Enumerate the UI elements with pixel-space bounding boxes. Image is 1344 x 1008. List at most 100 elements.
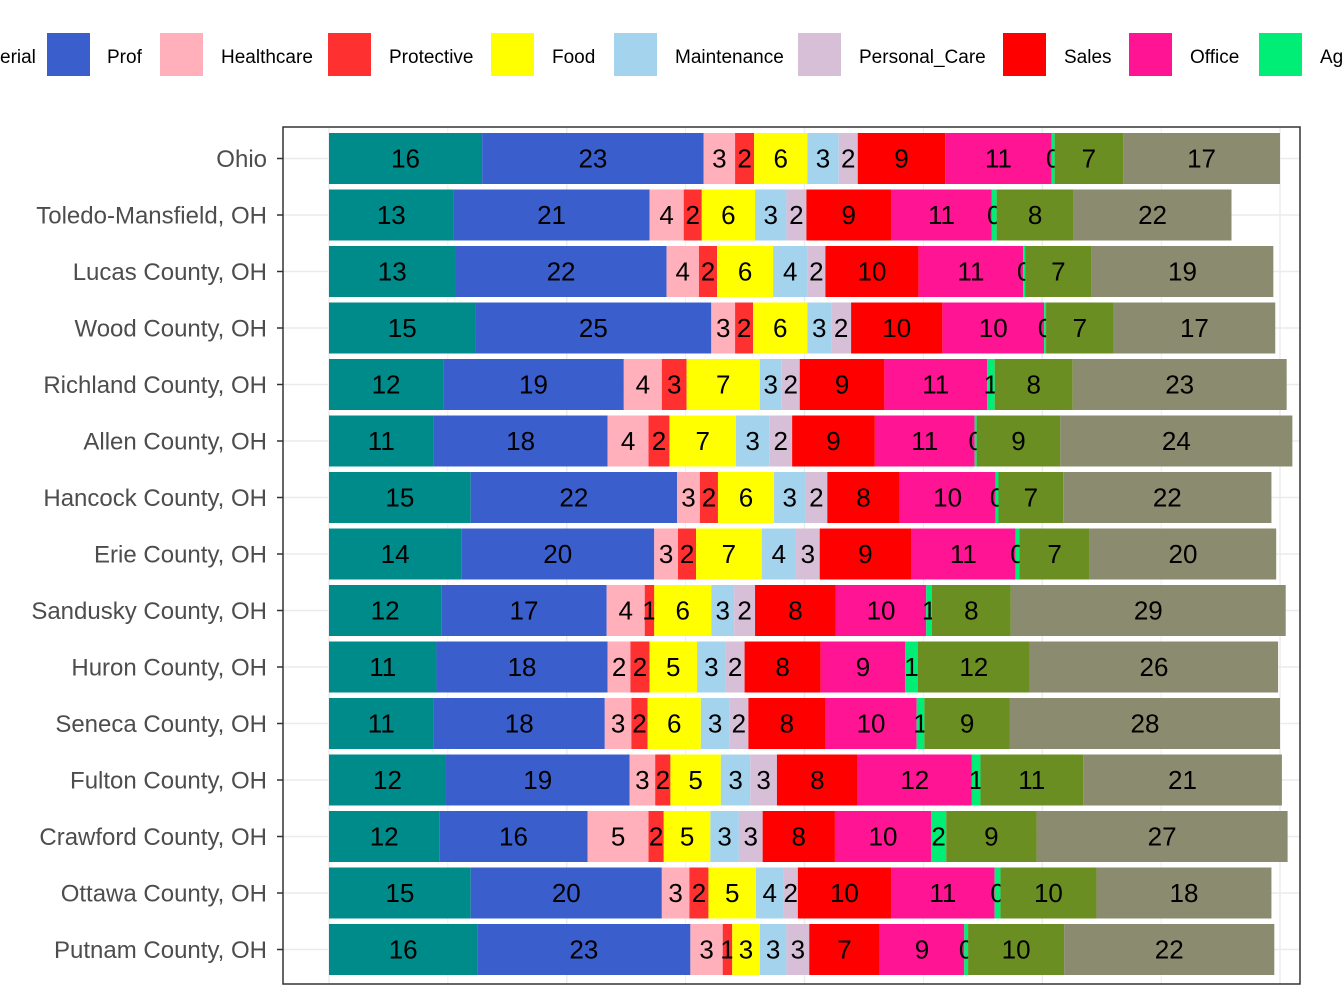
bar-segment <box>994 867 1001 919</box>
bar-value-label: 3 <box>728 765 742 795</box>
bar-value-label: 12 <box>370 822 399 852</box>
bar-value-label: 4 <box>783 257 797 287</box>
bar-segment <box>606 585 645 636</box>
bar-segment <box>974 415 977 467</box>
bar-segment <box>654 528 679 580</box>
bar-value-label: 9 <box>960 709 974 739</box>
bar-segment <box>1036 811 1288 862</box>
bar-segment <box>807 302 832 354</box>
legend-item: Prof <box>47 33 143 76</box>
bar-segment <box>445 754 630 806</box>
bar-value-label: 3 <box>716 313 730 343</box>
y-tick-label: Ohio <box>216 146 267 173</box>
bar-value-label: 2 <box>737 313 751 343</box>
bar-value-label: 15 <box>385 483 414 513</box>
bar-segment <box>964 924 969 975</box>
bar-value-label: 23 <box>1165 370 1194 400</box>
bar-value-label: 28 <box>1130 709 1159 739</box>
bar-segment <box>433 698 605 749</box>
bar-segment <box>329 811 440 862</box>
bar-segment <box>720 754 751 806</box>
bar-value-label: 15 <box>388 313 417 343</box>
bar-segment <box>1091 246 1274 297</box>
bar-segment <box>703 133 736 184</box>
bar-segment <box>825 246 919 297</box>
bar-value-label: 18 <box>506 426 535 456</box>
bar-segment <box>945 133 1052 184</box>
bar-value-label: 10 <box>857 709 886 739</box>
bar-segment <box>1010 585 1286 636</box>
bar-value-label: 21 <box>537 200 566 230</box>
bar-value-label: 13 <box>378 257 407 287</box>
bar-value-label: 9 <box>826 426 840 456</box>
bar-value-label: 10 <box>830 878 859 908</box>
legend-key <box>1003 33 1046 76</box>
bar-segment <box>748 698 826 749</box>
bar-value-label: 12 <box>959 652 988 682</box>
bar-segment <box>433 415 608 467</box>
legend-label: Office <box>1190 47 1239 68</box>
bar-segment <box>329 246 456 297</box>
bar-segment <box>729 698 749 749</box>
bar-value-label: 3 <box>667 370 681 400</box>
bar-value-label: 6 <box>676 596 690 626</box>
bar-segment <box>995 472 999 523</box>
legend-key <box>1129 33 1172 76</box>
bar-value-label: 11 <box>950 539 977 569</box>
y-tick-label: Erie County, OH <box>94 542 267 569</box>
bar-segment <box>838 133 858 184</box>
bar-segment <box>1019 528 1090 580</box>
bar-segment <box>482 133 704 184</box>
bar-value-label: 22 <box>1153 483 1182 513</box>
bar-value-label: 6 <box>738 257 752 287</box>
bar-value-label: 12 <box>373 765 402 795</box>
bar-segment <box>477 924 691 975</box>
bar-segment <box>809 924 880 975</box>
bar-segment <box>851 302 943 354</box>
bar-segment <box>607 641 631 693</box>
bar-value-label: 11 <box>1018 765 1045 795</box>
bar-segment <box>806 189 892 241</box>
bar-value-label: 2 <box>652 426 666 456</box>
bar-segment <box>857 754 972 806</box>
legend-item: Maintenance <box>614 33 784 76</box>
bar-value-label: 22 <box>547 257 576 287</box>
bar-value-label: 10 <box>858 257 887 287</box>
bar-value-label: 9 <box>984 822 998 852</box>
bar-value-label: 5 <box>611 822 625 852</box>
bar-value-label: 7 <box>1024 483 1038 513</box>
legend-item: erial <box>0 47 36 68</box>
legend-key <box>160 33 203 76</box>
bar-value-label: 3 <box>764 370 778 400</box>
bar-segment <box>1025 246 1092 297</box>
y-tick-label: Sandusky County, OH <box>31 598 267 625</box>
bar-value-label: 18 <box>505 709 534 739</box>
bar-segment <box>769 415 793 467</box>
bar-value-label: 17 <box>1180 313 1209 343</box>
plot-border <box>282 126 1301 985</box>
bar-segment <box>631 698 648 749</box>
bar-segment <box>831 302 852 354</box>
bar-value-label: 3 <box>791 935 805 965</box>
legend-item: Office <box>1129 33 1239 76</box>
bar-value-label: 27 <box>1148 822 1177 852</box>
bar-segment <box>443 359 624 410</box>
bar-value-label: 12 <box>900 765 929 795</box>
bar-value-label: 26 <box>1140 652 1169 682</box>
bar-value-label: 7 <box>837 935 851 965</box>
bar-value-label: 8 <box>788 596 802 626</box>
bar-segment <box>825 698 917 749</box>
bar-segment <box>918 246 1024 297</box>
legend-label: erial <box>0 47 36 68</box>
bar-segment <box>924 698 1010 749</box>
bar-segment <box>655 754 671 806</box>
bar-value-label: 2 <box>737 144 751 174</box>
bar-value-label: 15 <box>385 878 414 908</box>
bar-segment <box>734 585 756 636</box>
bar-segment <box>786 189 807 241</box>
y-tick-label: Fulton County, OH <box>70 768 267 795</box>
bar-segment <box>773 246 808 297</box>
bar-segment <box>987 359 995 410</box>
